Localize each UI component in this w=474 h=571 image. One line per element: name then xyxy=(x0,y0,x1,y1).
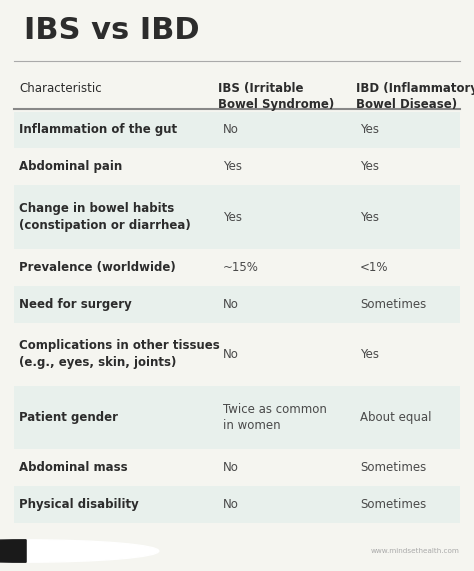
Text: About equal: About equal xyxy=(360,411,432,424)
Text: health: health xyxy=(55,555,77,561)
Bar xyxy=(14,286,460,323)
Text: No: No xyxy=(223,348,238,361)
Text: No: No xyxy=(223,498,238,511)
Text: mindset: mindset xyxy=(55,543,88,549)
Text: Prevalence (worldwide): Prevalence (worldwide) xyxy=(19,261,176,274)
Text: No: No xyxy=(223,461,238,474)
Text: Change in bowel habits
(constipation or diarrhea): Change in bowel habits (constipation or … xyxy=(19,202,191,232)
Text: No: No xyxy=(223,123,238,136)
Text: IBD (Inflammatory
Bowel Disease): IBD (Inflammatory Bowel Disease) xyxy=(356,82,474,111)
Text: Characteristic: Characteristic xyxy=(19,82,101,95)
Text: Yes: Yes xyxy=(360,160,379,174)
Text: Abdominal mass: Abdominal mass xyxy=(19,461,128,474)
Bar xyxy=(14,186,460,249)
Bar xyxy=(14,386,460,449)
Bar xyxy=(14,111,460,148)
Text: Patient gender: Patient gender xyxy=(19,411,118,424)
Text: Yes: Yes xyxy=(360,211,379,223)
Wedge shape xyxy=(0,540,26,562)
Text: Abdominal pain: Abdominal pain xyxy=(19,160,122,174)
Text: No: No xyxy=(223,297,238,311)
Text: Complications in other tissues
(e.g., eyes, skin, joints): Complications in other tissues (e.g., ey… xyxy=(19,340,220,369)
Circle shape xyxy=(0,540,159,562)
Text: www.mindsethealth.com: www.mindsethealth.com xyxy=(371,548,460,554)
Bar xyxy=(14,486,460,523)
Text: Sometimes: Sometimes xyxy=(360,461,427,474)
Text: Yes: Yes xyxy=(360,348,379,361)
Text: Physical disability: Physical disability xyxy=(19,498,139,511)
Bar xyxy=(14,323,460,386)
Text: Inflammation of the gut: Inflammation of the gut xyxy=(19,123,177,136)
Text: Twice as common
in women: Twice as common in women xyxy=(223,403,327,432)
Bar xyxy=(14,249,460,286)
Text: Yes: Yes xyxy=(223,160,242,174)
Bar xyxy=(14,449,460,486)
Text: IBS vs IBD: IBS vs IBD xyxy=(24,16,200,45)
Text: Sometimes: Sometimes xyxy=(360,297,427,311)
Bar xyxy=(14,148,460,186)
Text: ~15%: ~15% xyxy=(223,261,259,274)
Text: <1%: <1% xyxy=(360,261,389,274)
Text: Need for surgery: Need for surgery xyxy=(19,297,132,311)
Text: IBS (Irritable
Bowel Syndrome): IBS (Irritable Bowel Syndrome) xyxy=(218,82,334,111)
Text: Yes: Yes xyxy=(360,123,379,136)
Text: Yes: Yes xyxy=(223,211,242,223)
Text: Sometimes: Sometimes xyxy=(360,498,427,511)
